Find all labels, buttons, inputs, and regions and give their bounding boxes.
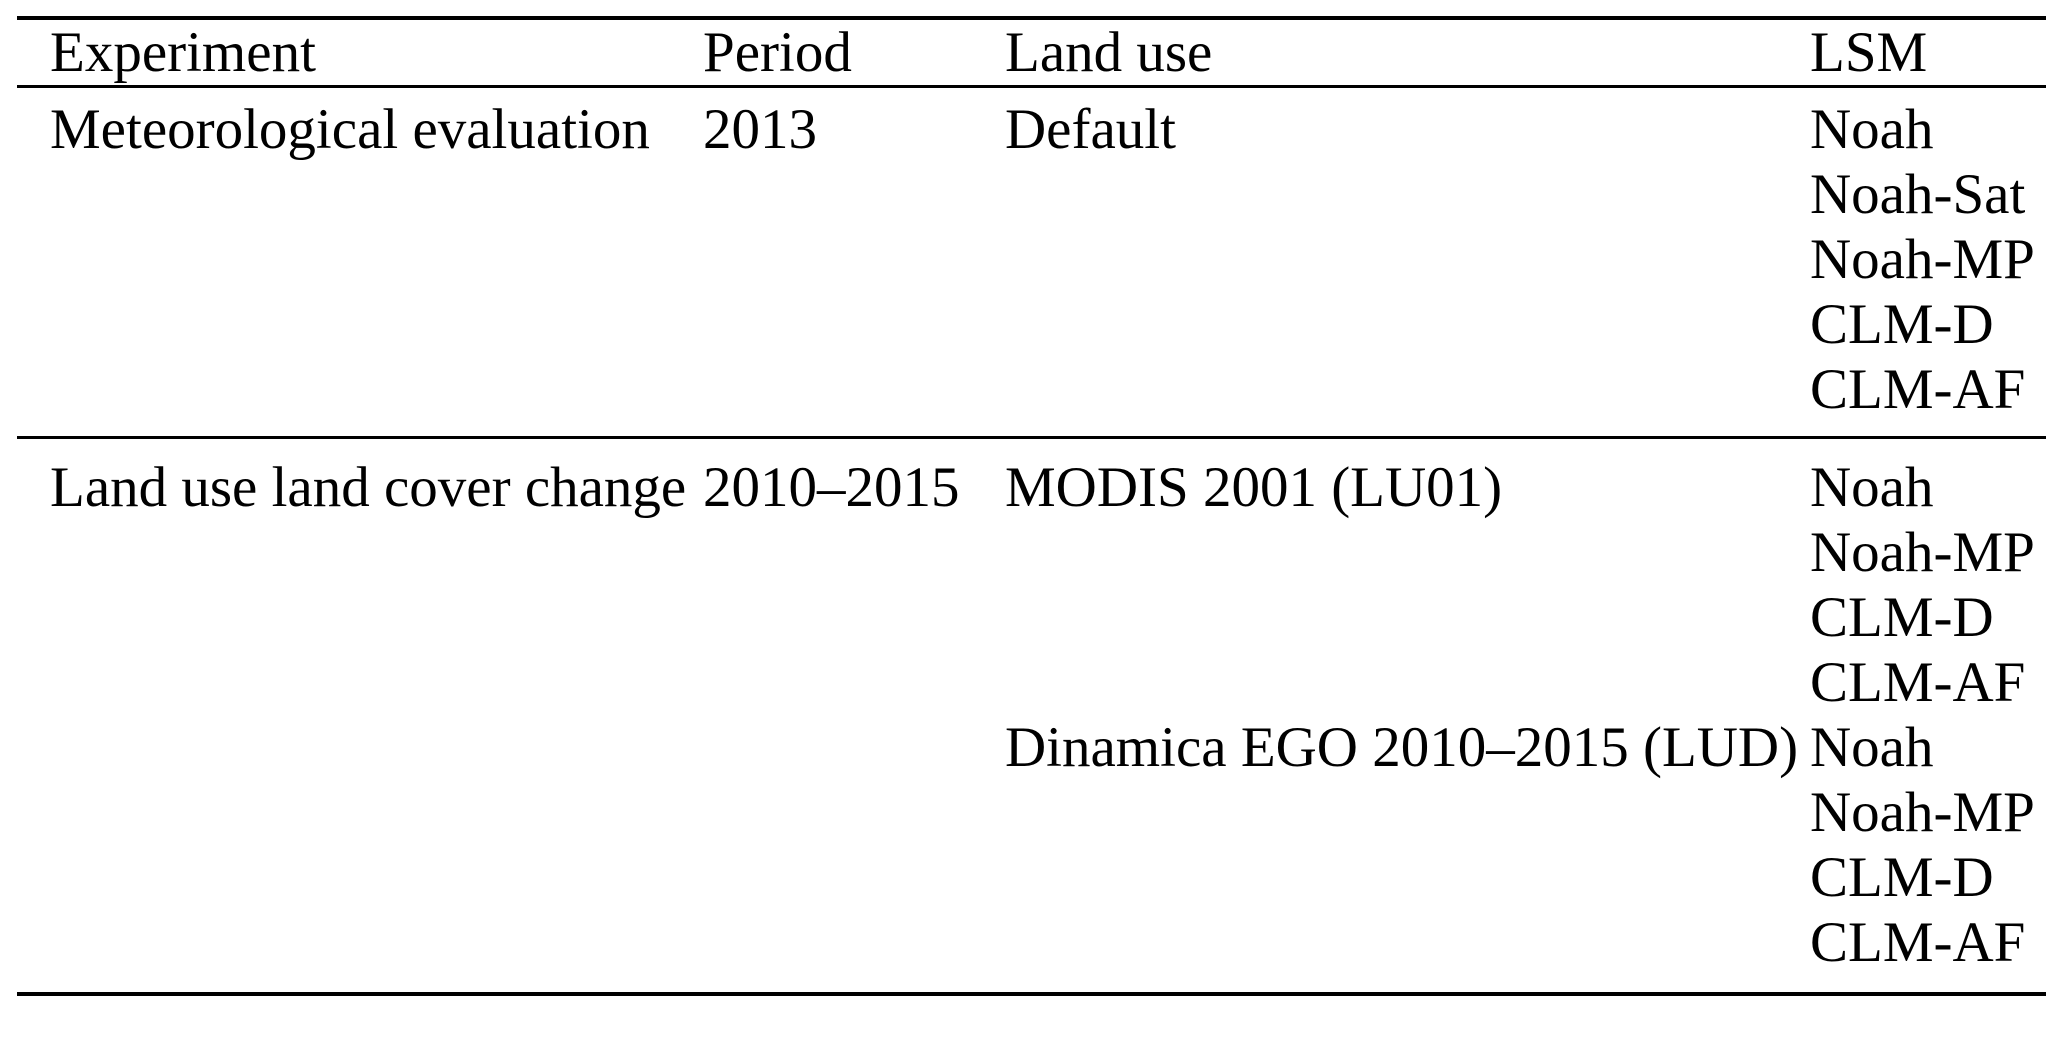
row-group-land-use-land-cover-change: Land use land cover change 2010–2015 MOD…: [17, 437, 2046, 995]
column-header-period: Period: [703, 21, 852, 84]
lsm-item: CLM-D: [1810, 846, 1994, 909]
lsm-item: CLM-D: [1810, 293, 1994, 356]
lsm-item: Noah-MP: [1810, 228, 2035, 291]
cell-period: 2010–2015: [703, 456, 960, 519]
cell-lsm-list: Noah Noah-MP CLM-D CLM-AF: [1810, 438, 2046, 716]
column-header-land-use: Land use: [1005, 21, 1213, 84]
cell-land-use: MODIS 2001 (LU01): [1005, 456, 1503, 519]
cell-lsm-list: Noah Noah-Sat Noah-MP CLM-D CLM-AF: [1810, 87, 2046, 438]
cell-period: 2013: [703, 98, 817, 161]
table-row: Land use land cover change 2010–2015 MOD…: [17, 438, 2046, 716]
lsm-item: Noah-MP: [1810, 781, 2035, 844]
cell-land-use: Dinamica EGO 2010–2015 (LUD): [1005, 716, 1799, 779]
cell-experiment: Meteorological evaluation: [50, 98, 650, 161]
lsm-item: Noah: [1810, 716, 1934, 779]
table-header: Experiment Period Land use LSM: [17, 18, 2046, 87]
lsm-item: Noah: [1810, 456, 1934, 519]
table-row: Dinamica EGO 2010–2015 (LUD) Noah Noah-M…: [17, 715, 2046, 994]
lsm-item: Noah-Sat: [1810, 163, 2026, 226]
table-row: Meteorological evaluation 2013 Default N…: [17, 87, 2046, 438]
lsm-item: Noah: [1810, 98, 1934, 161]
row-group-meteorological-evaluation: Meteorological evaluation 2013 Default N…: [17, 87, 2046, 438]
lsm-item: CLM-AF: [1810, 358, 2026, 421]
cell-lsm-list: Noah Noah-MP CLM-D CLM-AF: [1810, 715, 2046, 994]
column-header-experiment: Experiment: [50, 21, 316, 84]
header-row: Experiment Period Land use LSM: [17, 18, 2046, 87]
experiments-table: Experiment Period Land use LSM Meteorolo…: [17, 16, 2046, 996]
column-header-lsm: LSM: [1810, 21, 1928, 84]
lsm-item: CLM-AF: [1810, 911, 2026, 974]
lsm-item: CLM-AF: [1810, 651, 2026, 714]
lsm-item: Noah-MP: [1810, 521, 2035, 584]
lsm-item: CLM-D: [1810, 586, 1994, 649]
cell-experiment: Land use land cover change: [50, 456, 687, 519]
cell-land-use: Default: [1005, 98, 1176, 161]
